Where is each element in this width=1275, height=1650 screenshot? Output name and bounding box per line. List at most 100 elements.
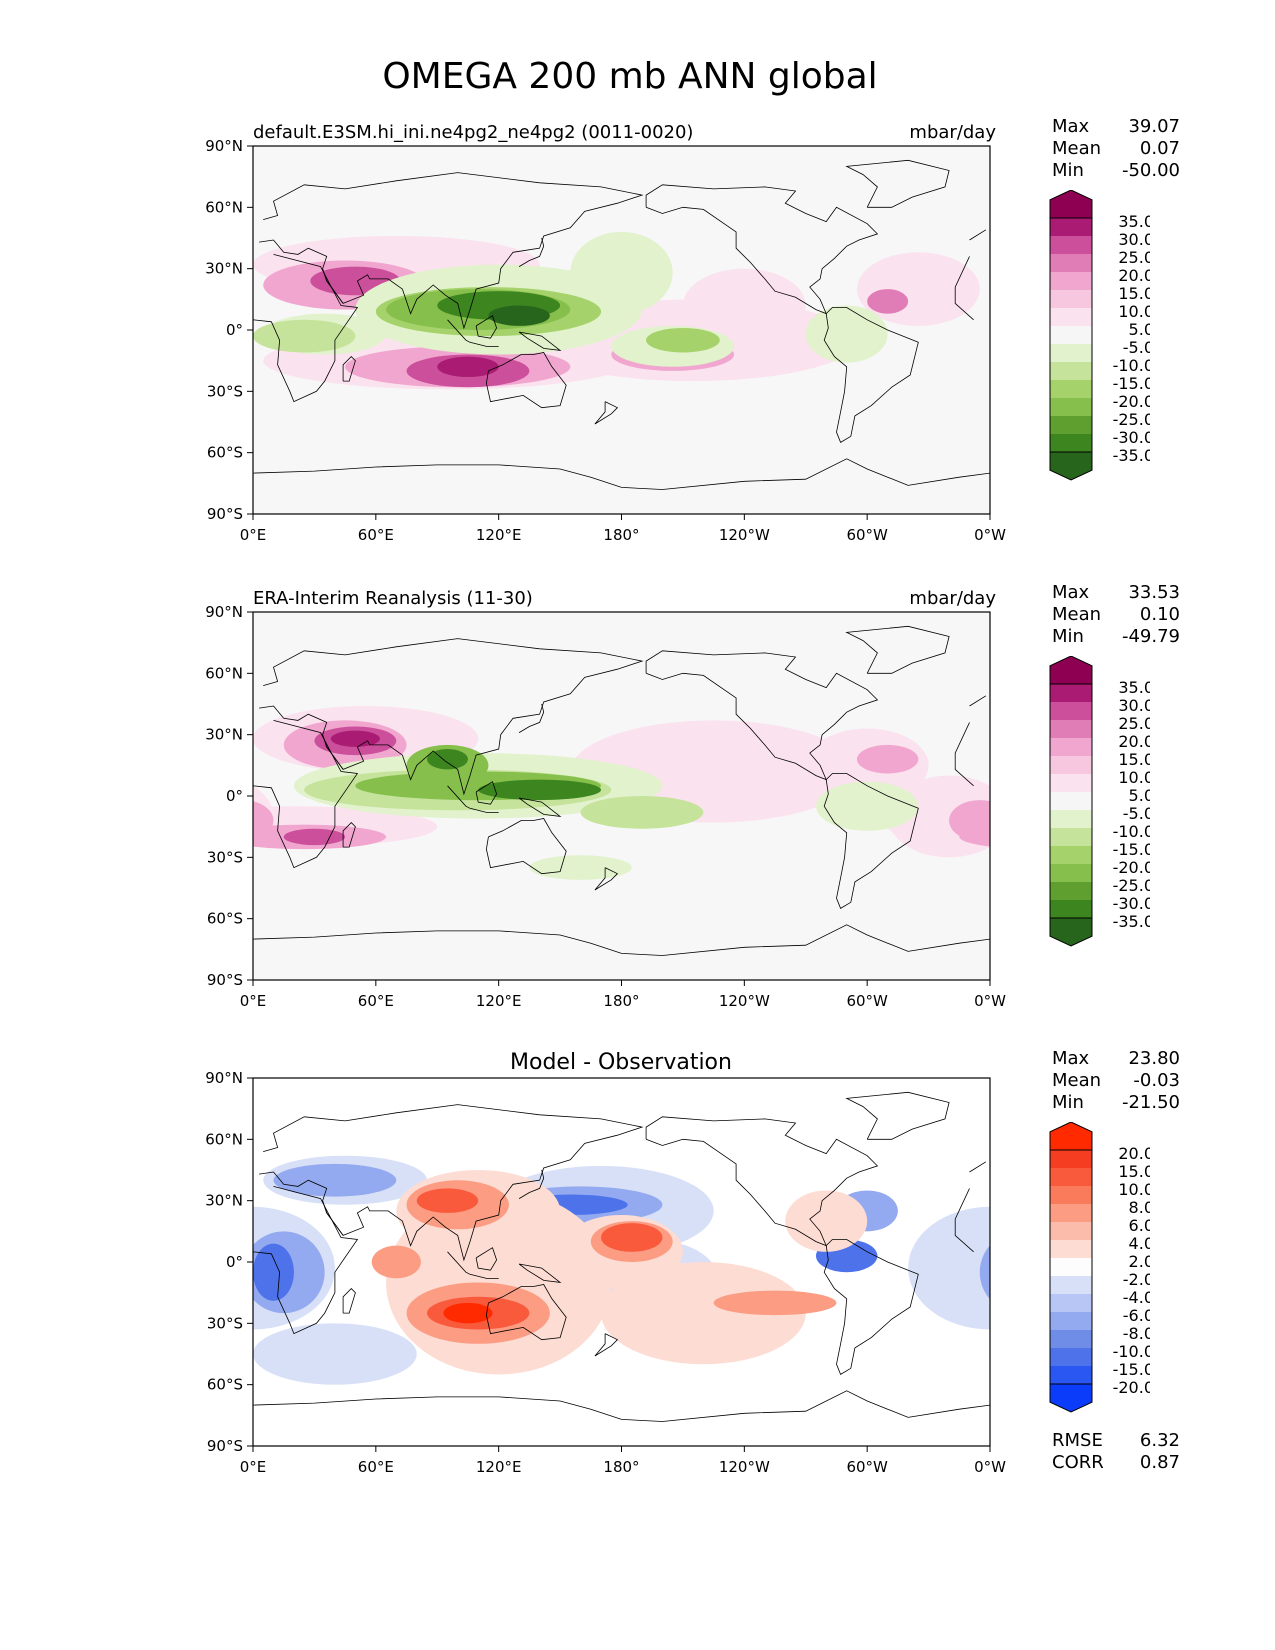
rmse-label: RMSE xyxy=(1052,1430,1103,1451)
contour-blob xyxy=(529,855,632,880)
colorbar-swatch xyxy=(1050,684,1092,703)
contour-blob xyxy=(805,305,888,363)
contour-blob xyxy=(488,305,550,326)
colorbar-swatch xyxy=(1050,738,1092,757)
colorbar-extend-bottom xyxy=(1049,917,1093,947)
coastline xyxy=(823,773,919,909)
y-tick-label: 0° xyxy=(226,787,243,805)
mean-label: Mean xyxy=(1052,604,1102,625)
colorbar-extend-top xyxy=(1049,1122,1093,1151)
min-label: Min xyxy=(1052,160,1084,181)
contour-blob xyxy=(253,801,274,840)
colorbar-label: 10.0 xyxy=(1118,768,1150,787)
contour-blob xyxy=(443,1302,493,1324)
x-tick-label: 0°W xyxy=(974,1458,1006,1476)
panel1-colorbar: 35.030.025.020.015.010.05.0-5.0-10.0-15.… xyxy=(1049,190,1150,481)
colorbar-swatch xyxy=(1050,774,1092,793)
coastline xyxy=(342,356,356,382)
x-tick-label: 60°E xyxy=(358,1458,394,1476)
colorbar-label: 35.0 xyxy=(1118,212,1150,231)
contour-blob xyxy=(580,796,704,829)
y-tick-label: 60°N xyxy=(205,1130,243,1148)
colorbar-label: -35.0 xyxy=(1113,912,1150,931)
colorbar-swatch xyxy=(1050,308,1092,327)
contour-blob xyxy=(646,327,720,353)
contour-blob xyxy=(815,781,919,831)
colorbar-swatch xyxy=(1050,236,1092,255)
panel1-stats: Max 39.07 Mean 0.07 Min -50.00 xyxy=(1052,116,1180,182)
panel1-units: mbar/day xyxy=(909,122,996,143)
y-tick-label: 60°S xyxy=(207,444,243,462)
coastline xyxy=(518,331,562,351)
colorbar-label: -20.0 xyxy=(1113,1378,1150,1397)
colorbar-label: 5.0 xyxy=(1129,320,1150,339)
colorbar-extend-bottom xyxy=(1049,1383,1093,1413)
coastline xyxy=(518,1263,562,1283)
colorbar-label: -20.0 xyxy=(1113,858,1150,877)
colorbar-label: 25.0 xyxy=(1118,714,1150,733)
contour-blob xyxy=(253,1243,294,1301)
coastline xyxy=(253,720,974,869)
contour-fields xyxy=(253,231,1020,390)
colorbar-label: 15.0 xyxy=(1118,750,1150,769)
coastlines xyxy=(253,1091,990,1422)
contour-blob xyxy=(330,730,380,747)
mean-value: -0.03 xyxy=(1133,1070,1180,1091)
contour-blob xyxy=(990,320,1020,353)
x-tick-label: 120°W xyxy=(719,992,770,1010)
contour-blob xyxy=(273,1163,397,1197)
coastline xyxy=(594,867,619,891)
colorbar-swatch xyxy=(1050,1150,1092,1169)
colorbar-label: -30.0 xyxy=(1113,894,1150,913)
colorbar-label: -10.0 xyxy=(1113,356,1150,375)
coastline xyxy=(594,1333,619,1357)
colorbar-label: 30.0 xyxy=(1118,696,1150,715)
x-tick-label: 0°W xyxy=(974,526,1006,544)
colorbar-swatch xyxy=(1050,1258,1092,1277)
colorbar-label: -5.0 xyxy=(1123,804,1150,823)
x-tick-label: 180° xyxy=(603,1458,639,1476)
colorbar-frame xyxy=(1049,1149,1093,1385)
y-tick-label: 30°S xyxy=(207,848,243,866)
colorbar-label: 30.0 xyxy=(1118,230,1150,249)
contour-blob xyxy=(990,1244,1020,1301)
colorbar-swatch xyxy=(1050,344,1092,363)
coastline xyxy=(518,1169,545,1199)
colorbar-swatch xyxy=(1050,218,1092,237)
colorbar-swatch xyxy=(1050,720,1092,739)
contour-blob xyxy=(601,1262,806,1365)
colorbar-extend-bottom xyxy=(1049,451,1093,481)
colorbar-label: 6.0 xyxy=(1129,1216,1150,1235)
colorbar-label: -15.0 xyxy=(1113,1360,1150,1379)
panel2-map: 0°E 60°E 120°E 180° 120°W 60°W 0°W 90°N 60°N 30°N… xyxy=(205,606,1020,1010)
coastline xyxy=(447,319,499,347)
colorbar-label: 10.0 xyxy=(1118,1180,1150,1199)
colorbar-swatch xyxy=(1050,1330,1092,1349)
colorbar-label: 35.0 xyxy=(1118,678,1150,697)
contour-blob xyxy=(990,1323,1020,1384)
mean-label: Mean xyxy=(1052,1070,1102,1091)
colorbar-swatch xyxy=(1050,1348,1092,1367)
x-tick-label: 0°E xyxy=(240,992,267,1010)
contour-blob xyxy=(478,779,602,801)
contour-blob xyxy=(253,1323,417,1385)
x-tick-label: 60°E xyxy=(358,526,394,544)
coastline xyxy=(518,703,545,733)
contour-blob xyxy=(990,706,1020,771)
max-value: 33.53 xyxy=(1128,582,1180,603)
colorbar-swatch xyxy=(1050,846,1092,865)
coastline xyxy=(475,781,498,805)
colorbar-extend-top xyxy=(1049,656,1093,685)
colorbar-label: -35.0 xyxy=(1113,446,1150,465)
mean-label: Mean xyxy=(1052,138,1102,159)
coastlines xyxy=(253,625,990,956)
colorbar-swatch xyxy=(1050,828,1092,847)
colorbar-label: 20.0 xyxy=(1118,1144,1150,1163)
colorbar-swatch xyxy=(1050,1276,1092,1295)
contour-blob xyxy=(682,268,806,343)
x-tick-label: 60°W xyxy=(846,992,888,1010)
colorbar-swatch xyxy=(1050,380,1092,399)
x-tick-label: 60°W xyxy=(846,526,888,544)
coastline xyxy=(485,352,567,409)
colorbar-label: 20.0 xyxy=(1118,732,1150,751)
